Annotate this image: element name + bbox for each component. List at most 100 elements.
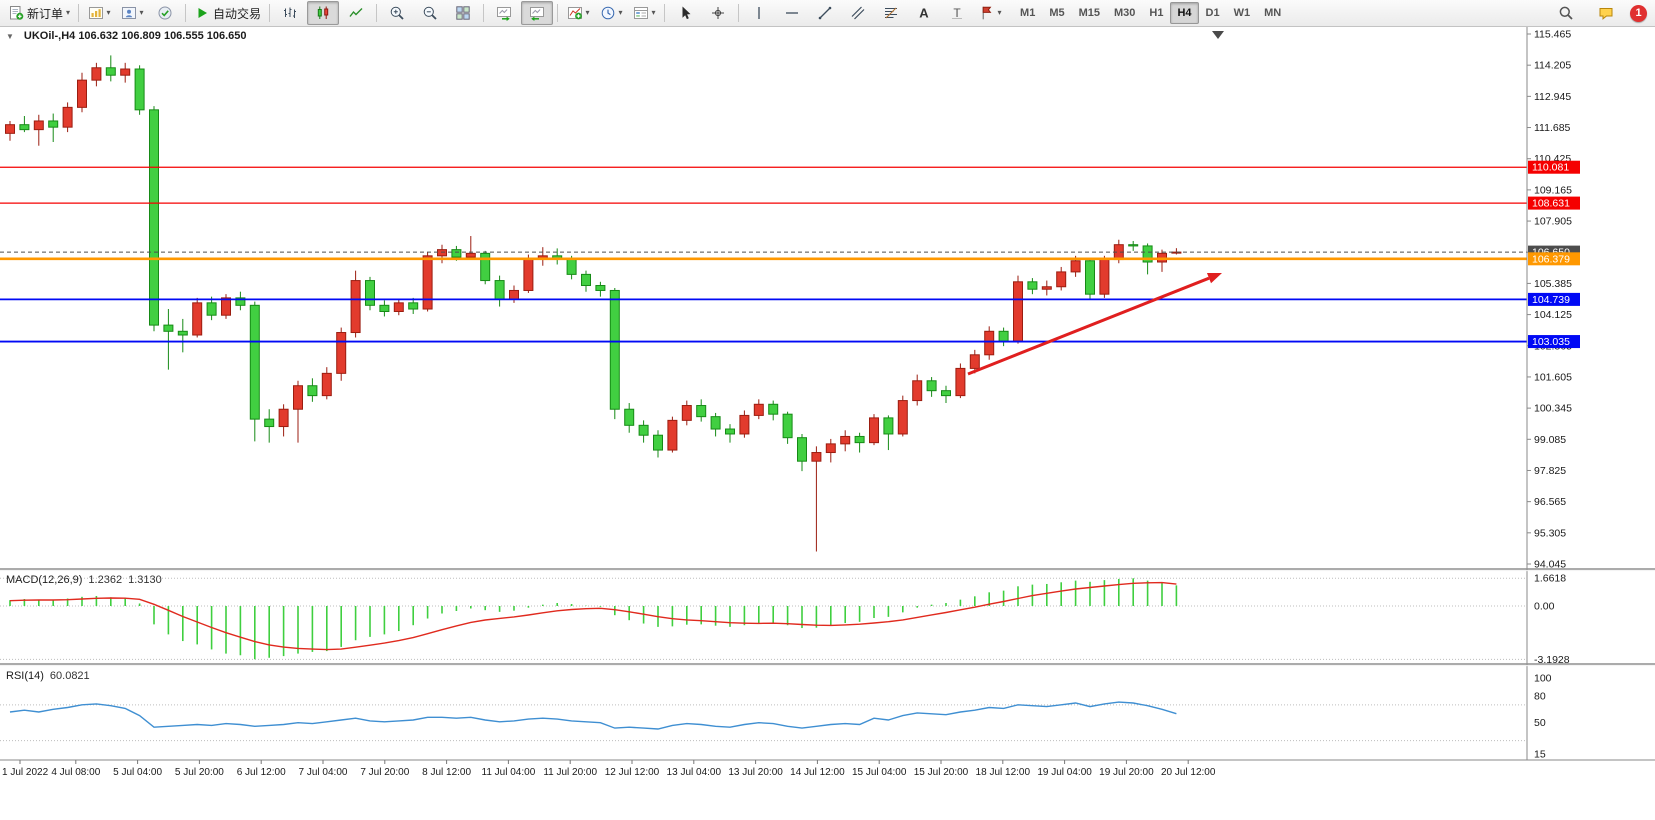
candle-body <box>62 106 73 128</box>
text-button[interactable]: A <box>908 1 940 25</box>
chevron-down-icon: ▾ <box>585 8 590 17</box>
candle-body <box>422 255 433 310</box>
chart-shift-marker-icon[interactable] <box>1212 31 1224 39</box>
candle-body <box>1099 259 1110 295</box>
check-circle-icon <box>158 6 172 20</box>
price-axis-label: 112.945 <box>1534 91 1571 103</box>
rsi-pane: 100 80 50 15 <box>0 673 1552 761</box>
timeframe-mn[interactable]: MN <box>1264 7 1282 19</box>
candle-body <box>494 280 505 300</box>
toolbar-separator <box>376 4 378 22</box>
vertical-line-button[interactable] <box>743 1 775 25</box>
svg-text:T: T <box>953 6 961 20</box>
time-axis[interactable]: 1 Jul 2022 4 Jul 08:00 5 Jul 04:00 5 Jul 20… <box>0 759 1655 778</box>
autotrading-button[interactable]: 自动交易 <box>190 1 265 25</box>
search-button[interactable] <box>1550 1 1582 25</box>
timeframe-d1[interactable]: D1 <box>1205 7 1220 19</box>
horizontal-line-button[interactable] <box>776 1 808 25</box>
chart-shift-button[interactable] <box>521 1 554 25</box>
zoom-in-button[interactable] <box>381 1 413 25</box>
new-chart-button[interactable]: ▾ <box>83 1 115 25</box>
price-axis-label: 105.385 <box>1534 278 1572 290</box>
time-axis-label: 1 Jul 2022 <box>2 767 49 778</box>
crosshair-button[interactable] <box>702 1 734 25</box>
equidistant-channel-button[interactable] <box>842 1 874 25</box>
cursor-button[interactable] <box>669 1 701 25</box>
community-chat-button[interactable] <box>1590 1 1622 25</box>
indicators-icon <box>567 7 582 20</box>
chart-canvas[interactable]: 115.465114.205112.945111.685110.425109.1… <box>0 27 1655 820</box>
zoom-in-icon <box>390 6 404 20</box>
candle-body <box>48 120 59 128</box>
time-axis-label: 15 Jul 04:00 <box>852 767 907 778</box>
candle-body <box>480 252 491 282</box>
bar-chart-button[interactable] <box>274 1 306 25</box>
trend-arrow-annotation[interactable] <box>967 273 1222 376</box>
timeframe-m1[interactable]: M1 <box>1020 7 1036 19</box>
price-axis-label: 95.305 <box>1534 527 1566 539</box>
doc-new-icon <box>10 6 24 20</box>
macd-pane: 1.6618 0.00 -3.1928 <box>0 573 1570 666</box>
timeframe-m15[interactable]: M15 <box>1078 7 1101 19</box>
notification-badge[interactable]: 1 <box>1630 4 1647 22</box>
text-t-icon: T <box>952 6 963 20</box>
macd-signal-value: 1.3130 <box>128 574 162 586</box>
timeframe-h1[interactable]: H1 <box>1149 7 1164 19</box>
bars-icon <box>284 7 297 18</box>
one-click-collapse-icon[interactable]: ▼ <box>6 32 14 41</box>
horizontal-level-lines[interactable] <box>0 166 1527 343</box>
candle-body <box>710 416 721 430</box>
chevron-down-icon: ▾ <box>618 8 623 17</box>
time-axis-label: 13 Jul 20:00 <box>728 767 783 778</box>
new-order-button[interactable]: 新订单 ▾ <box>4 1 74 25</box>
templates-icon <box>633 7 648 19</box>
candle-body <box>264 418 275 428</box>
candle-body <box>120 68 131 76</box>
market-watch-button[interactable] <box>149 1 181 25</box>
price-level-badge-text: 110.081 <box>1532 162 1569 174</box>
templates-button[interactable]: ▾ <box>628 1 660 25</box>
line-chart-button[interactable] <box>340 1 372 25</box>
trend-icon <box>818 6 832 20</box>
candle-body <box>451 249 462 258</box>
rsi-axis-label: 100 <box>1534 673 1552 685</box>
arrow-shaft[interactable] <box>967 276 1210 376</box>
price-level-badge-text: 108.631 <box>1532 198 1570 210</box>
clock-icon <box>601 6 614 20</box>
timeframe-m5[interactable]: M5 <box>1049 7 1065 19</box>
rsi-pane-header: RSI(14) 60.0821 <box>6 670 90 682</box>
candle-body <box>768 403 779 415</box>
candle-body <box>321 372 332 397</box>
fibonacci-button[interactable] <box>875 1 907 25</box>
timeframe-h4[interactable]: H4 <box>1170 2 1199 24</box>
candle-body <box>984 330 995 356</box>
arrows-button[interactable]: ▾ <box>974 1 1006 25</box>
text-label-button[interactable]: T <box>941 1 973 25</box>
indicators-button[interactable]: ▾ <box>562 1 594 25</box>
candle-body <box>350 280 361 334</box>
chart-background <box>0 27 1655 820</box>
candle-body <box>912 380 923 402</box>
symbol-ohlc-text: UKOil-,H4 106.632 106.809 106.555 106.65… <box>23 30 247 42</box>
auto-scroll-button[interactable] <box>488 1 520 25</box>
price-axis-label: 101.605 <box>1534 371 1572 383</box>
time-axis-label: 14 Jul 12:00 <box>790 767 845 778</box>
rsi-axis-label: 50 <box>1534 717 1546 729</box>
toolbar-separator <box>185 4 187 22</box>
timeframe-w1[interactable]: W1 <box>1233 7 1251 19</box>
timeframe-m30[interactable]: M30 <box>1114 7 1136 19</box>
profiles-button[interactable]: ▾ <box>116 1 148 25</box>
periods-button[interactable]: ▾ <box>595 1 627 25</box>
candle-body <box>854 435 865 444</box>
candle-body <box>278 408 289 428</box>
toolbar-separator <box>664 4 666 22</box>
zoom-out-button[interactable] <box>414 1 446 25</box>
trendline-button[interactable] <box>809 1 841 25</box>
tile-windows-button[interactable] <box>447 1 479 25</box>
price-axis[interactable]: 115.465114.205112.945111.685110.425109.1… <box>1526 27 1580 760</box>
time-axis-label: 11 Jul 20:00 <box>543 767 597 778</box>
candlestick-chart-button[interactable] <box>307 1 340 25</box>
price-level-badge-text: 103.035 <box>1532 336 1570 348</box>
time-axis-label: 15 Jul 20:00 <box>914 767 969 778</box>
